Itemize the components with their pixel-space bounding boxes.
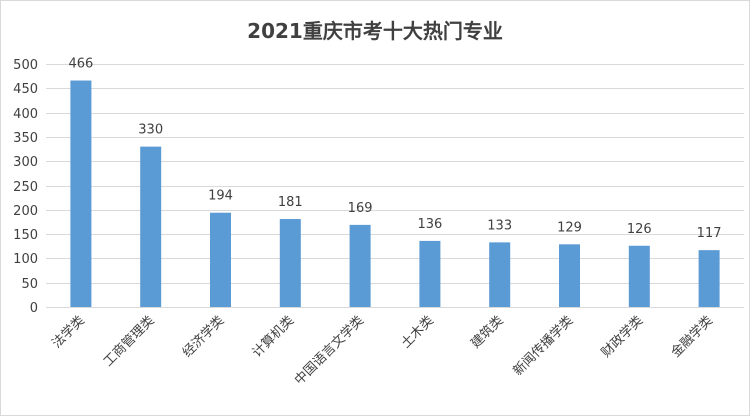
data-label: 117 [697,226,722,241]
bar [349,224,371,307]
bar [210,212,231,307]
bar [489,242,511,307]
data-label: 136 [417,217,442,232]
x-category-label: 工商管理类 [101,313,158,370]
y-tick-label: 300 [13,155,38,170]
y-tick-label: 450 [13,82,38,97]
x-category-label: 建筑类 [468,313,507,352]
data-label: 126 [627,222,652,237]
bar [279,219,301,307]
data-label: 466 [68,57,93,72]
data-label: 129 [557,220,582,235]
y-tick-label: 400 [13,107,38,122]
x-category-label: 新闻传播学类 [510,313,576,379]
x-category-label: 财政学类 [598,313,646,361]
x-category-label: 中国语言文学类 [291,313,367,389]
y-tick-label: 500 [13,58,38,73]
y-tick-label: 0 [30,301,38,316]
data-label: 330 [138,123,163,138]
y-tick-label: 350 [13,131,38,146]
x-category-label: 计算机类 [250,313,297,360]
x-category-label: 经济学类 [179,313,227,361]
bar [140,146,162,307]
y-tick-label: 100 [13,252,38,267]
data-label: 194 [208,189,233,204]
y-tick-label: 150 [13,228,38,243]
y-tick-label: 200 [13,204,38,219]
data-label: 169 [348,201,373,216]
bar [698,250,720,307]
chart-title: 2021重庆市考十大热门专业 [247,19,503,43]
y-tick-label: 250 [13,180,38,195]
y-tick-label: 50 [21,277,38,292]
bar [70,80,92,307]
bar [419,240,441,307]
x-category-label: 法学类 [49,313,88,352]
data-label: 181 [278,195,303,210]
x-category-label: 土木类 [399,313,437,351]
data-label: 133 [487,218,512,233]
bar [628,245,650,307]
x-category-label: 金融学类 [668,313,716,361]
bar [559,244,580,307]
